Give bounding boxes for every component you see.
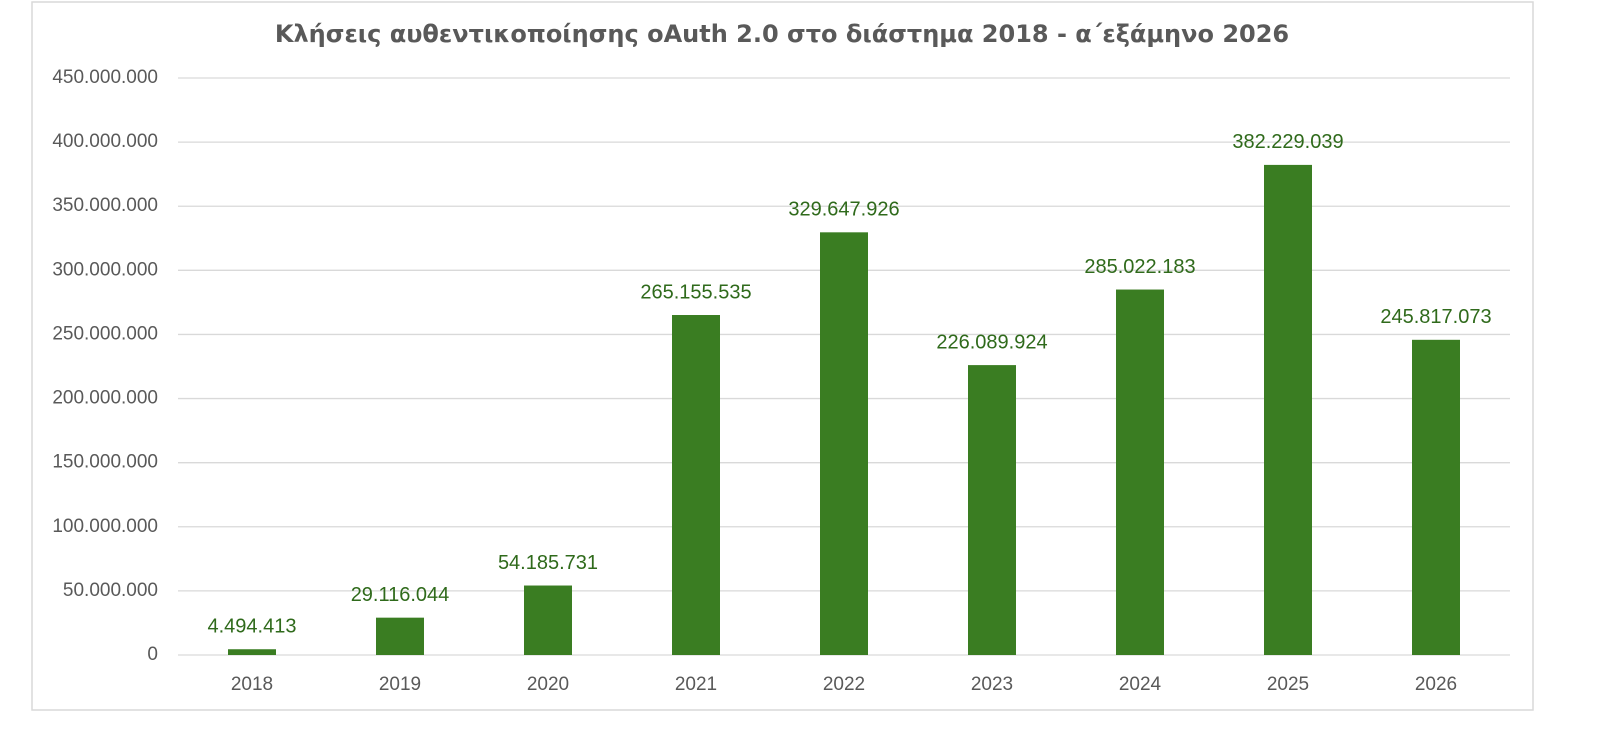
data-label: 265.155.535 <box>640 281 751 303</box>
data-label: 285.022.183 <box>1084 256 1195 278</box>
bar <box>376 617 424 655</box>
y-tick-label: 100.000.000 <box>52 516 158 537</box>
data-label: 54.185.731 <box>498 552 598 574</box>
data-label: 245.817.073 <box>1380 306 1491 328</box>
bar <box>820 232 868 655</box>
y-tick-label: 0 <box>147 644 158 665</box>
x-tick-label: 2019 <box>379 674 421 695</box>
x-tick-label: 2025 <box>1267 674 1309 695</box>
y-tick-label: 150.000.000 <box>52 452 158 473</box>
y-tick-label: 300.000.000 <box>52 259 158 280</box>
x-tick-label: 2022 <box>823 674 865 695</box>
chart-title: Κλήσεις αυθεντικοποίησης oAuth 2.0 στο δ… <box>275 20 1289 48</box>
bar <box>1116 289 1164 655</box>
y-tick-label: 250.000.000 <box>52 323 158 344</box>
data-label: 29.116.044 <box>351 584 450 606</box>
x-tick-label: 2023 <box>971 674 1013 695</box>
bar <box>968 365 1016 655</box>
bar <box>1412 339 1460 655</box>
x-tick-label: 2026 <box>1415 674 1457 695</box>
y-tick-label: 450.000.000 <box>52 67 158 88</box>
x-tick-label: 2020 <box>527 674 569 695</box>
x-tick-label: 2021 <box>675 674 717 695</box>
y-tick-label: 350.000.000 <box>52 195 158 216</box>
bar <box>228 649 276 655</box>
x-tick-label: 2018 <box>231 674 273 695</box>
data-label: 226.089.924 <box>936 331 1047 353</box>
data-label: 329.647.926 <box>788 199 899 221</box>
bar <box>1264 164 1312 655</box>
data-label: 382.229.039 <box>1232 131 1343 153</box>
bar <box>524 585 572 655</box>
y-tick-label: 400.000.000 <box>52 131 158 152</box>
bar <box>672 315 720 655</box>
y-tick-label: 200.000.000 <box>52 388 158 409</box>
data-label: 4.494.413 <box>208 616 297 638</box>
x-tick-label: 2024 <box>1119 674 1162 695</box>
y-tick-label: 50.000.000 <box>63 580 158 601</box>
